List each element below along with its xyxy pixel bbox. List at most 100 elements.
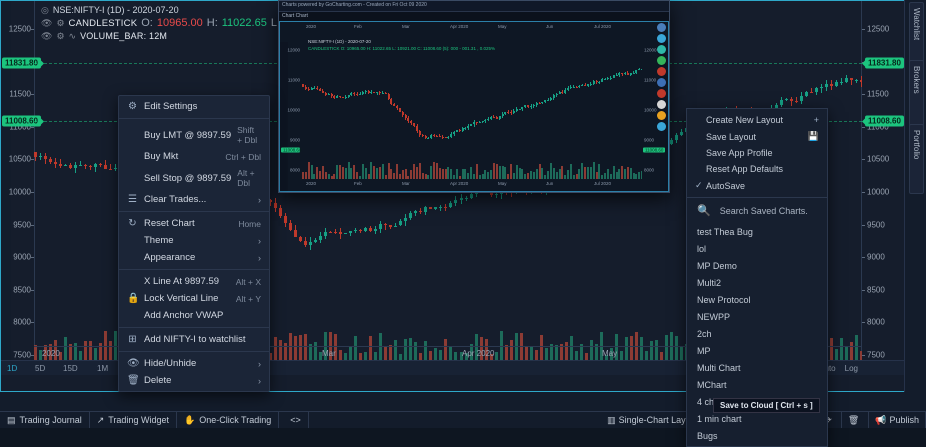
search-icon[interactable]: ◎ — [41, 5, 49, 15]
menu-item-x-line-at-9897-59[interactable]: X Line At 9897.59 Alt + X — [119, 273, 269, 290]
popup-icon-column[interactable] — [657, 23, 666, 131]
popup-time-tick: Apr 2020 — [450, 24, 469, 29]
menu-item-lock-vertical-line[interactable]: 🔒 Lock Vertical Line Alt + Y — [119, 290, 269, 307]
saved-chart-item[interactable]: MP — [697, 345, 711, 356]
rail-tab-portfolio[interactable]: Portfolio — [909, 124, 924, 194]
menu-item-label: Delete — [144, 375, 172, 386]
rail-tab-brokers[interactable]: Brokers — [909, 60, 924, 130]
menu-item-clear-trades[interactable]: ☰ Clear Trades... › — [119, 191, 269, 208]
saved-charts-panel[interactable]: Create New Layout + Save Layout 💾 Save App P… — [686, 108, 828, 447]
search-saved-charts-label[interactable]: Search Saved Charts. — [719, 205, 808, 216]
layout-action-save-layout[interactable]: Save Layout 💾 — [687, 128, 827, 145]
popup-chart-window[interactable]: Charts powered by GoCharting.com - Creat… — [278, 0, 670, 193]
timeframe-1M[interactable]: 1M — [97, 364, 109, 373]
volume-bar — [427, 175, 430, 179]
click-icon: ✋ — [183, 414, 196, 425]
left-tool-rail[interactable] — [1, 1, 11, 361]
timeframe-1D[interactable]: 1D — [7, 364, 18, 373]
layout-action-save-app-profile[interactable]: Save App Profile — [687, 145, 827, 161]
menu-item-appearance[interactable]: Appearance › — [119, 249, 269, 266]
mail-icon[interactable] — [657, 100, 666, 109]
popup-candlestick-plot[interactable] — [302, 32, 642, 179]
saved-chart-item[interactable]: lol — [697, 243, 707, 254]
eye-icon[interactable]: 👁 — [41, 18, 53, 28]
user-icon[interactable] — [657, 23, 666, 32]
log-scale-button[interactable]: Log — [844, 364, 858, 373]
saved-chart-item[interactable]: New Protocol — [697, 294, 751, 305]
layout-actions-group[interactable]: Create New Layout + Save Layout 💾 Save App P… — [687, 109, 827, 198]
right-tab-rail[interactable]: Watchlist Brokers Portfolio — [904, 0, 926, 392]
leaf-icon[interactable] — [657, 56, 666, 65]
price-axis-right[interactable]: 1250012000115001100010500100009500900085… — [861, 1, 904, 361]
volume-bar — [350, 167, 353, 179]
saved-chart-item[interactable]: MP Demo — [697, 260, 737, 271]
timeframe-5D[interactable]: 5D — [35, 364, 46, 373]
bottom-action-publish[interactable]: 📢 Publish — [869, 412, 926, 428]
menu-item-reset-chart[interactable]: ↻ Reset Chart Home — [119, 215, 269, 232]
volume-bar — [418, 162, 421, 179]
info-icon[interactable] — [657, 78, 666, 87]
volume-bar — [459, 351, 463, 361]
candle — [384, 91, 387, 94]
bottom-item-trading-journal[interactable]: ▤ Trading Journal — [0, 412, 90, 428]
menu-item-buy-lmt-9897-59[interactable]: Buy LMT @ 9897.59 Shift + Dbl — [119, 122, 269, 148]
price-axis-left[interactable]: 1250012000115001100010500100009500900085… — [1, 1, 44, 361]
bottom-action-trash-icon[interactable]: 🗑 — [842, 412, 870, 428]
menu-item-sell-stop-9897-59[interactable]: Sell Stop @ 9897.59 Alt + Dbl — [119, 165, 269, 191]
volume-bar — [518, 168, 521, 179]
saved-chart-item[interactable]: 2ch — [697, 328, 712, 339]
saved-chart-item[interactable]: Bugs — [697, 430, 718, 441]
menu-item-edit-settings[interactable]: ⚙ Edit Settings — [119, 98, 269, 115]
menu-item-buy-mkt[interactable]: Buy Mkt Ctrl + Dbl — [119, 148, 269, 165]
volume-bar — [621, 166, 624, 179]
volume-bar — [444, 339, 448, 361]
menu-item-hide-unhide[interactable]: 👁 Hide/Unhide › — [119, 355, 269, 372]
saved-chart-item[interactable]: Multi Chart — [697, 362, 741, 373]
gear-icon[interactable]: ⚙ — [56, 18, 65, 28]
saved-chart-item[interactable]: test Thea Bug — [697, 226, 753, 237]
bottom-item-one-click-trading[interactable]: ✋ One-Click Trading — [177, 412, 280, 428]
saved-chart-item[interactable]: NEWPP — [697, 311, 731, 322]
saved-chart-item[interactable]: Multi2 — [697, 277, 722, 288]
gear-icon[interactable] — [657, 122, 666, 131]
compass-icon[interactable] — [657, 34, 666, 43]
bottom-left-group[interactable]: ▤ Trading Journal ↗ Trading Widget ✋ One-Clic… — [0, 412, 309, 428]
bottom-item--[interactable]: <> — [279, 412, 309, 428]
saved-chart-item[interactable]: MChart — [697, 379, 727, 390]
layout-action-reset-app-defaults[interactable]: Reset App Defaults — [687, 161, 827, 177]
gear-icon[interactable]: ⚙ — [56, 31, 65, 41]
popup-price-axis-left[interactable]: 12000 11000 10000 9000 8000 11008.60 — [280, 32, 302, 179]
layout-action-create-new-layout[interactable]: Create New Layout + — [687, 112, 827, 128]
globe-icon[interactable] — [657, 45, 666, 54]
popup-price-tag[interactable]: 11008.60 — [643, 147, 666, 153]
popup-left-rail[interactable] — [280, 42, 288, 191]
menu-item-add-nifty-i-to-watchlist[interactable]: ⊞ Add NIFTY-I to watchlist — [119, 331, 269, 348]
record-icon[interactable] — [657, 67, 666, 76]
menu-item-delete[interactable]: 🗑 Delete › — [119, 372, 269, 389]
candle — [447, 136, 450, 139]
popup-price-tag[interactable]: 11008.60 — [281, 147, 302, 153]
volume-bar — [389, 345, 393, 361]
bottom-item-trading-widget[interactable]: ↗ Trading Widget — [90, 412, 177, 428]
popup-chart-body[interactable]: 2020 Feb Mar Apr 2020 May Jun Jul 2020 2020 Feb… — [279, 21, 669, 192]
layout-action-autosave[interactable]: ✓ AutoSave — [687, 177, 827, 194]
eye-icon[interactable]: 👁 — [41, 31, 53, 41]
bottom-action-refresh-icon[interactable]: ⟳ — [818, 412, 842, 428]
volume-bar — [521, 168, 524, 179]
saved-chart-item[interactable]: 1 min chart — [697, 413, 742, 424]
price-tag-lower[interactable]: 11008.60 — [862, 115, 904, 127]
search-saved-charts-row[interactable]: 🔍 Search Saved Charts. — [687, 198, 827, 223]
candle — [604, 77, 607, 81]
chart-context-menu[interactable]: ⚙ Edit Settings Buy LMT @ 9897.59 Shift + D… — [118, 95, 270, 392]
menu-item-theme[interactable]: Theme › — [119, 232, 269, 249]
camera-icon[interactable] — [657, 89, 666, 98]
candle — [401, 110, 404, 117]
price-tag-upper[interactable]: 11831.80 — [862, 57, 904, 69]
candle — [464, 126, 467, 130]
timeframe-15D[interactable]: 15D — [63, 364, 78, 373]
bulb-icon[interactable] — [657, 111, 666, 120]
rail-tab-watchlist[interactable]: Watchlist — [909, 2, 924, 66]
menu-item-add-anchor-vwap[interactable]: Add Anchor VWAP — [119, 307, 269, 324]
popup-price-axis-right[interactable]: 12000 11000 10000 9000 8000 11008.60 — [642, 32, 668, 179]
volume-bar — [69, 344, 73, 361]
